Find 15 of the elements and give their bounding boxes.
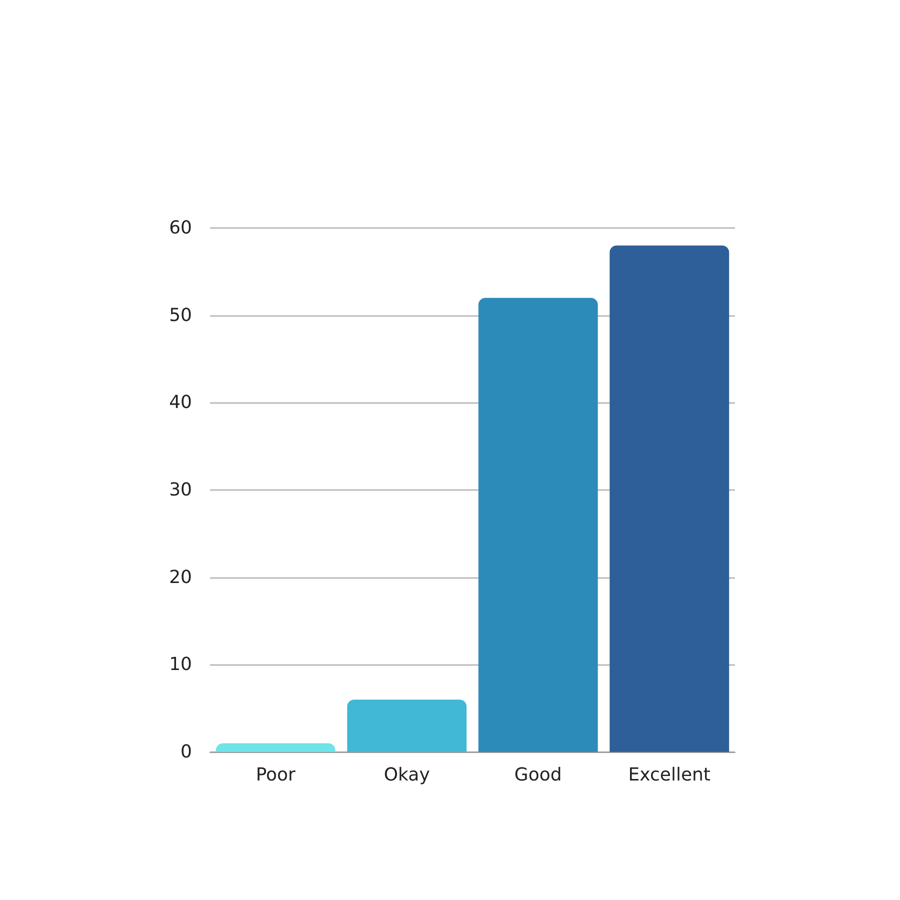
y-tick-label: 60 [169, 218, 192, 238]
bar [216, 743, 336, 752]
bar [347, 700, 467, 752]
y-tick-label: 0 [180, 742, 192, 762]
x-tick-label: Good [514, 764, 562, 786]
x-tick-label: Excellent [628, 764, 710, 786]
x-tick-label: Poor [256, 764, 296, 786]
y-tick-label: 20 [169, 566, 192, 588]
y-tick-label: 40 [169, 392, 192, 414]
y-tick-label: 30 [169, 480, 192, 500]
bar [610, 245, 730, 752]
y-tick-label: 50 [169, 304, 192, 326]
bar [478, 298, 598, 752]
x-tick-label: Okay [384, 764, 430, 786]
y-tick-label: 10 [169, 654, 192, 676]
